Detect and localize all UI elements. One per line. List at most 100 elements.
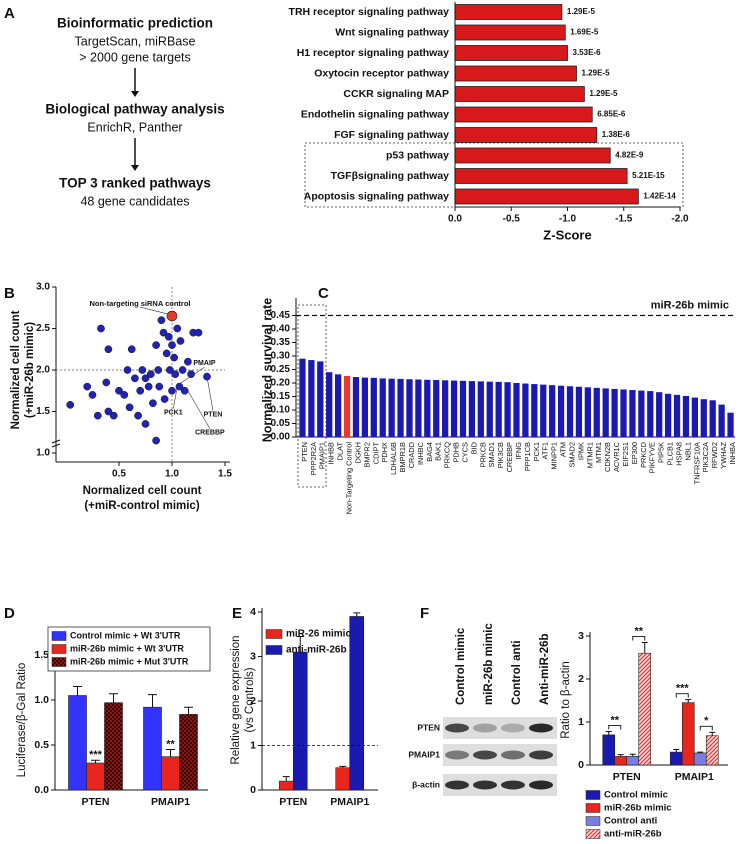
point [157, 316, 166, 325]
bar [709, 400, 716, 437]
bar [352, 377, 360, 437]
x-tick-label: ACVR1C [612, 441, 621, 472]
x-axis-label: Normalized cell count [83, 485, 202, 497]
y-tick-label: 1.0 [36, 448, 50, 459]
legend-label: Control mimic + Wt 3'UTR [70, 630, 181, 640]
y-tick-label: 2.0 [36, 365, 50, 376]
y-tick-label: 0.10 [271, 405, 291, 416]
x-tick-label: IPMK [576, 442, 585, 460]
x-tick-label: IFNG [514, 442, 523, 460]
significance-label: * [704, 715, 709, 727]
y-tick-label: 0.05 [271, 418, 291, 429]
point [194, 328, 203, 337]
blot-band [445, 750, 469, 760]
category-label: Endothelin signaling pathway [301, 108, 449, 120]
point [109, 411, 118, 420]
blot-band [501, 750, 525, 760]
point [152, 341, 160, 349]
y-tick-label: 1 [578, 716, 584, 728]
x-tick-label: BMPR1B [398, 442, 407, 472]
bar [454, 188, 639, 205]
significance-label: ** [634, 625, 643, 637]
bar [477, 381, 484, 437]
x-tick-label: PCK1 [532, 442, 541, 461]
point [115, 386, 123, 395]
x-tick-label: CRADD [407, 442, 416, 468]
bar [179, 714, 198, 791]
x-tick-label: PTEN [279, 796, 307, 808]
x-tick-label: EIF2S1 [621, 442, 630, 467]
error-bar [353, 612, 361, 617]
legend-label: miR-26 mimic [286, 629, 351, 640]
error-bar [184, 706, 193, 715]
legend-label: anti-miR-26b [604, 829, 662, 840]
legend-swatch [585, 829, 601, 839]
legend-label: anti-miR-26b [286, 645, 347, 656]
bar [593, 387, 600, 437]
significance-label: *** [676, 683, 690, 695]
annotation: PTEN [204, 411, 223, 418]
y-tick-label: 3.0 [36, 282, 50, 293]
bar [86, 762, 105, 791]
flow-arrowhead [131, 165, 139, 171]
p-value-label: 1.29E-5 [582, 69, 611, 78]
x-tick-label: BAK1 [434, 442, 443, 461]
x-tick-label: 1.0 [165, 469, 179, 480]
x-tick-label: PTEN [300, 442, 309, 462]
reference-label: miR-26b mimic [651, 299, 729, 311]
legend-swatch [265, 645, 283, 655]
x-tick-label: 1.5 [218, 469, 232, 480]
y-tick-label: 0.30 [271, 351, 291, 362]
x-tick-label: PMAIP1 [675, 771, 714, 783]
x-tick-label: LDHAL6B [389, 442, 398, 475]
x-tick-label: INHBC [416, 441, 425, 465]
legend-label: miR-26b mimic + Wt 3'UTR [70, 643, 184, 653]
bar [379, 378, 386, 437]
bar [459, 380, 467, 437]
x-tick-label: PMAIP1 [330, 796, 369, 808]
x-tick-label: DLAT [336, 442, 345, 461]
bar [361, 377, 369, 437]
category-label: Wnt signaling pathway [335, 26, 449, 38]
point [136, 386, 145, 395]
x-tick-label: ATM [559, 442, 568, 457]
blot-strip [443, 744, 557, 766]
p-value-label: 4.82E-9 [615, 151, 644, 160]
error-bar [109, 693, 118, 703]
flow-text: > 2000 gene targets [79, 50, 191, 64]
p-value-label: 1.38E-6 [602, 130, 631, 139]
highlight-point [166, 310, 178, 322]
y-tick-label: 2 [578, 673, 584, 685]
bar [647, 391, 654, 437]
x-tick-label: Non-Targeting Control [345, 442, 354, 515]
error-bar [339, 765, 347, 768]
bar [495, 381, 502, 437]
error-bar [641, 641, 648, 654]
point [146, 370, 155, 378]
bar [161, 756, 180, 791]
x-tick-label: -2.0 [671, 214, 689, 225]
error-bar [697, 751, 704, 753]
bar [454, 4, 563, 20]
panel-label: C [318, 285, 329, 302]
bar [406, 379, 413, 437]
bar [486, 381, 493, 437]
point [97, 324, 105, 333]
flow-arrowhead [131, 91, 139, 97]
bar [415, 379, 422, 437]
bar [504, 382, 511, 437]
y-axis-label: Relative gene expression [230, 635, 242, 764]
x-tick-label: SMAD1 [487, 442, 496, 467]
bar [664, 393, 672, 437]
significance-bracket [699, 725, 713, 731]
blot-band [529, 750, 553, 760]
bar [629, 390, 636, 437]
error-bar [605, 730, 612, 735]
panel-label: E [232, 605, 242, 622]
bar [388, 378, 395, 437]
significance-bracket [608, 725, 622, 730]
significance-label: ** [610, 714, 619, 726]
leader-line [187, 390, 211, 429]
error-bar [629, 753, 636, 757]
y-tick-label: 0.25 [271, 364, 291, 375]
